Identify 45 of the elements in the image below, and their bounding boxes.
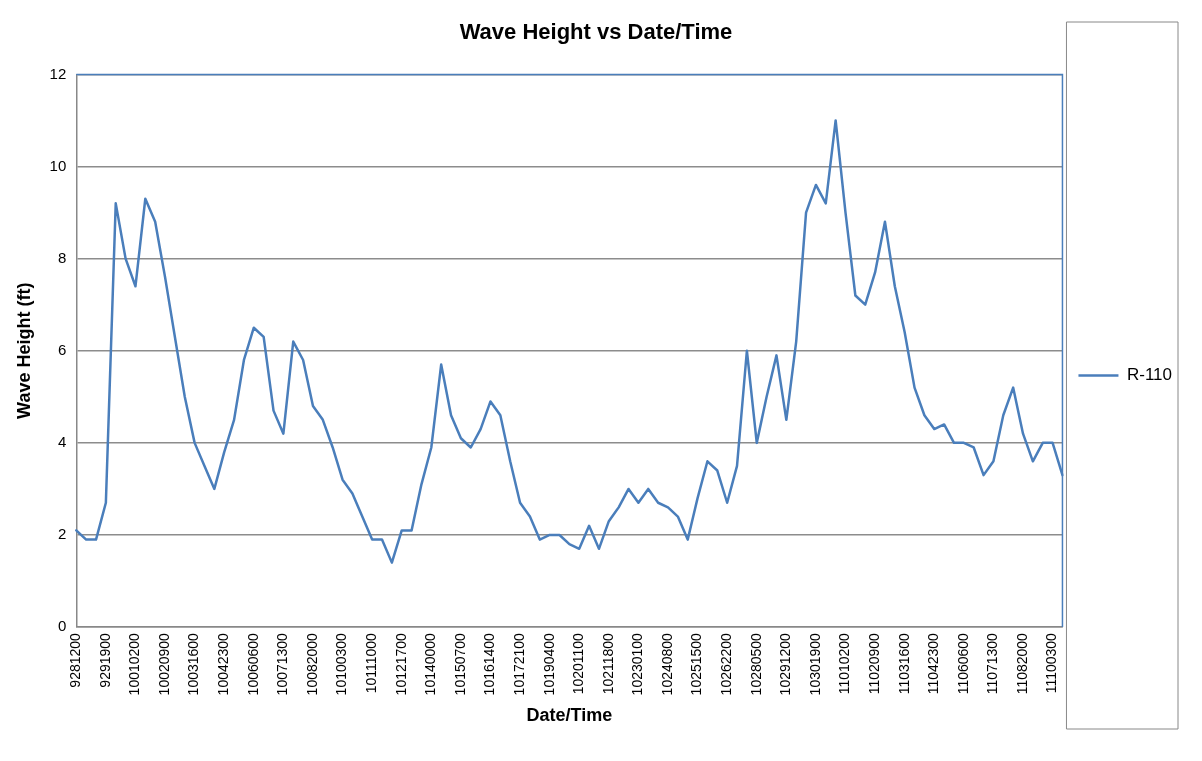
y-tick-label: 10 [49, 156, 67, 174]
x-tick-label: 10201100 [570, 632, 587, 695]
x-tick-label: 10251500 [688, 632, 705, 696]
x-tick-label: 10111000 [363, 632, 379, 694]
x-tick-label: 10161400 [481, 632, 498, 696]
y-tick-label: 2 [57, 525, 67, 543]
x-tick-label: 10082000 [303, 632, 320, 696]
x-tick-label: 11100300 [1043, 632, 1060, 694]
x-tick-label: 10280500 [747, 632, 764, 696]
x-tick-label: 11042300 [925, 632, 942, 695]
x-tick-label: 11020900 [865, 632, 882, 695]
y-tick-label: 8 [57, 248, 67, 266]
x-tick-label: 9281200 [67, 632, 84, 688]
y-axis-title: Wave Height (ft) [13, 282, 34, 419]
x-tick-label: 11060600 [954, 632, 971, 695]
y-tick-label: 12 [49, 64, 67, 82]
x-tick-label: 11010200 [836, 632, 853, 695]
x-tick-label: 10150700 [451, 632, 468, 696]
legend-label: R-110 [1126, 365, 1173, 385]
x-tick-label: 10031600 [185, 632, 202, 696]
x-tick-label: 11082000 [1013, 632, 1030, 695]
x-tick-label: 10140000 [422, 632, 439, 696]
x-tick-label: 10042300 [215, 632, 232, 696]
x-tick-label: 10121700 [392, 632, 409, 696]
x-tick-label: 10172100 [510, 632, 527, 696]
x-tick-label: 9291900 [96, 632, 113, 688]
y-tick-label: 0 [57, 617, 67, 635]
y-tick-label: 6 [57, 340, 67, 358]
x-tick-label: 11031600 [895, 632, 912, 695]
x-tick-label: 10211800 [599, 632, 616, 695]
y-tick-label: 4 [57, 433, 67, 451]
x-tick-label: 10291200 [777, 632, 794, 696]
x-tick-label: 10190400 [540, 632, 557, 696]
x-tick-label: 11071300 [984, 632, 1001, 695]
x-tick-label: 10240800 [658, 632, 675, 696]
x-tick-label: 10060600 [244, 632, 261, 696]
chart-title: Wave Height vs Date/Time [459, 19, 733, 45]
x-tick-label: 10100300 [333, 632, 350, 696]
x-tick-label: 10010200 [126, 632, 143, 696]
x-tick-label: 10262200 [718, 632, 735, 696]
x-tick-label: 10020900 [155, 632, 172, 696]
x-tick-label: 10071300 [274, 632, 291, 696]
x-tick-label: 10230100 [629, 632, 646, 696]
x-tick-label: 10301900 [806, 632, 823, 696]
x-axis-title: Date/Time [526, 705, 613, 726]
